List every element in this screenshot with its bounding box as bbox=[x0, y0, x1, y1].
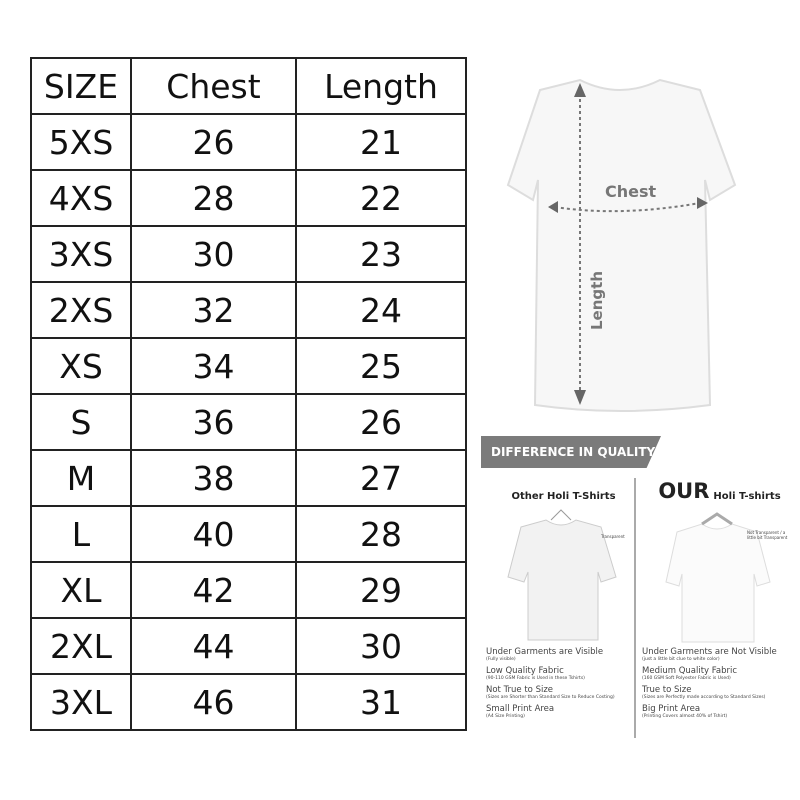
table-row: XL 42 29 bbox=[30, 561, 467, 619]
chest-cell: 26 bbox=[130, 113, 297, 171]
quality-item: Medium Quality Fabric (160 GSM Soft Polye… bbox=[642, 666, 797, 681]
table-row: 5XS 26 21 bbox=[30, 113, 467, 171]
length-cell: 21 bbox=[295, 113, 467, 171]
size-chart-table: SIZE Chest Length 5XS 26 21 4XS 28 22 3XS 30 23 2… bbox=[30, 57, 467, 731]
length-cell: 24 bbox=[295, 281, 467, 339]
chest-cell: 40 bbox=[130, 505, 297, 563]
length-cell: 27 bbox=[295, 449, 467, 507]
chest-cell: 32 bbox=[130, 281, 297, 339]
our-label: OUR bbox=[658, 479, 710, 503]
table-row: 3XS 30 23 bbox=[30, 225, 467, 283]
table-row: M 38 27 bbox=[30, 449, 467, 507]
table-row: 3XL 46 31 bbox=[30, 673, 467, 731]
header-chest: Chest bbox=[130, 57, 297, 115]
length-cell: 26 bbox=[295, 393, 467, 451]
quality-item-subtitle: (just a little bit clue to white color) bbox=[642, 657, 720, 662]
length-cell: 30 bbox=[295, 617, 467, 675]
tshirt-shape bbox=[506, 78, 737, 412]
quality-item-subtitle: (Printing Covers almost 40% of Tshirt) bbox=[642, 714, 728, 719]
quality-item: Under Garments are Not Visible (just a li… bbox=[642, 647, 797, 662]
table-row: 2XS 32 24 bbox=[30, 281, 467, 339]
quality-item: Not True to Size (Sizes are Shorter than … bbox=[486, 685, 641, 700]
size-cell: 4XS bbox=[30, 169, 132, 227]
other-tshirts-column: Other Holi T-Shirts Transparent Under Ga… bbox=[486, 478, 641, 723]
quality-item-title: Medium Quality Fabric bbox=[642, 666, 738, 676]
length-cell: 23 bbox=[295, 225, 467, 283]
size-cell: 2XS bbox=[30, 281, 132, 339]
quality-item-subtitle: (Sizes are Perfectly made according to S… bbox=[642, 695, 766, 700]
tshirt-measurement-diagram: Chest Length bbox=[506, 78, 737, 412]
our-tshirt-image bbox=[665, 512, 771, 643]
quality-banner: DIFFERENCE IN QUALITY bbox=[481, 436, 661, 468]
size-cell: 3XS bbox=[30, 225, 132, 283]
table-row: S 36 26 bbox=[30, 393, 467, 451]
quality-item-subtitle: (Fully visible) bbox=[486, 657, 516, 662]
divider bbox=[634, 478, 636, 738]
table-row: XS 34 25 bbox=[30, 337, 467, 395]
size-cell: M bbox=[30, 449, 132, 507]
quality-item-subtitle: (Sizes are Shorter than Standard Size to… bbox=[486, 695, 615, 700]
quality-item-title: Small Print Area bbox=[486, 704, 555, 714]
size-cell: XL bbox=[30, 561, 132, 619]
other-tshirt-image bbox=[507, 509, 617, 641]
chest-cell: 34 bbox=[130, 337, 297, 395]
table-row: 2XL 44 30 bbox=[30, 617, 467, 675]
length-cell: 25 bbox=[295, 337, 467, 395]
quality-item-title: Under Garments are Not Visible bbox=[642, 647, 777, 657]
chest-cell: 36 bbox=[130, 393, 297, 451]
our-tshirts-column: OUR Holi T-shirts Not Transparent / a lit… bbox=[642, 478, 797, 723]
transparent-note: Transparent bbox=[601, 534, 625, 539]
size-cell: 2XL bbox=[30, 617, 132, 675]
not-transparent-note: Not Transparent / a little bit Transpare… bbox=[747, 530, 788, 540]
quality-item: Big Print Area (Printing Covers almost 40… bbox=[642, 704, 797, 719]
quality-item-subtitle: (160 GSM Soft Polyester Fabric is Used) bbox=[642, 676, 731, 681]
quality-item-title: Big Print Area bbox=[642, 704, 701, 714]
length-cell: 22 bbox=[295, 169, 467, 227]
quality-item: True to Size (Sizes are Perfectly made ac… bbox=[642, 685, 797, 700]
our-title: Holi T-shirts bbox=[713, 491, 781, 502]
table-header-row: SIZE Chest Length bbox=[30, 57, 467, 115]
size-cell: 5XS bbox=[30, 113, 132, 171]
length-cell: 31 bbox=[295, 673, 467, 731]
size-cell: L bbox=[30, 505, 132, 563]
quality-item: Under Garments are Visible (Fully visible… bbox=[486, 647, 641, 662]
header-size: SIZE bbox=[30, 57, 132, 115]
length-label: Length bbox=[588, 271, 606, 330]
size-cell: XS bbox=[30, 337, 132, 395]
chest-cell: 42 bbox=[130, 561, 297, 619]
chest-cell: 46 bbox=[130, 673, 297, 731]
table-row: L 40 28 bbox=[30, 505, 467, 563]
quality-item-title: Under Garments are Visible bbox=[486, 647, 604, 657]
length-cell: 29 bbox=[295, 561, 467, 619]
quality-item-title: Not True to Size bbox=[486, 685, 554, 695]
chest-label: Chest bbox=[605, 182, 657, 201]
quality-item-title: True to Size bbox=[642, 685, 692, 695]
chest-cell: 38 bbox=[130, 449, 297, 507]
chest-cell: 30 bbox=[130, 225, 297, 283]
size-cell: 3XL bbox=[30, 673, 132, 731]
quality-item-subtitle: (A4 Size Printing) bbox=[486, 714, 525, 719]
header-length: Length bbox=[295, 57, 467, 115]
length-cell: 28 bbox=[295, 505, 467, 563]
other-title: Other Holi T-Shirts bbox=[511, 491, 616, 502]
chest-cell: 44 bbox=[130, 617, 297, 675]
chest-cell: 28 bbox=[130, 169, 297, 227]
quality-item: Small Print Area (A4 Size Printing) bbox=[486, 704, 641, 719]
quality-item: Low Quality Fabric (90-110 GSM Fabric is … bbox=[486, 666, 641, 681]
quality-item-title: Low Quality Fabric bbox=[486, 666, 564, 676]
quality-item-subtitle: (90-110 GSM Fabric is Used in these Tshi… bbox=[486, 676, 585, 681]
table-row: 4XS 28 22 bbox=[30, 169, 467, 227]
size-cell: S bbox=[30, 393, 132, 451]
